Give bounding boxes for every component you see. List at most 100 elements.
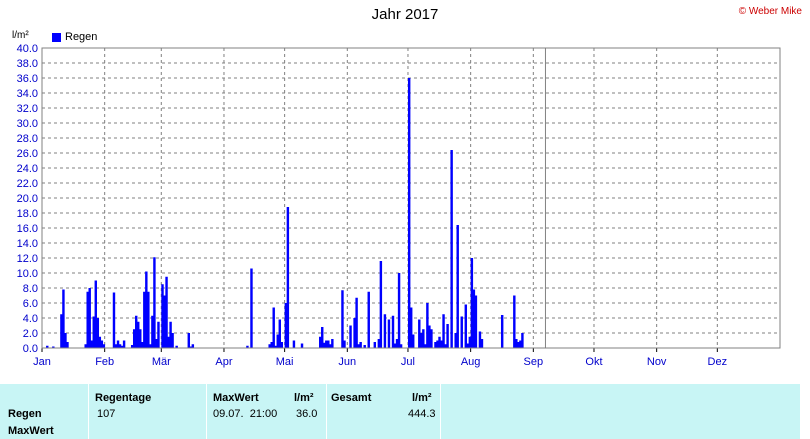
regentage-header: Regentage xyxy=(95,392,152,404)
rain-bar xyxy=(474,295,478,348)
y-tick-label: 10.0 xyxy=(17,268,38,280)
rain-bar xyxy=(434,342,437,348)
row-label-regen: Regen xyxy=(8,408,42,420)
rain-bar xyxy=(464,304,468,348)
regentage-value: 107 xyxy=(97,408,116,420)
rain-bar xyxy=(246,345,249,348)
maxwert-value: 36.0 xyxy=(296,408,318,420)
rain-bar xyxy=(130,345,134,348)
rain-bar xyxy=(343,340,346,348)
rain-bar xyxy=(407,78,411,348)
rain-bar xyxy=(149,344,152,348)
rain-bar xyxy=(442,314,445,348)
rain-bar xyxy=(359,342,362,348)
rain-bar xyxy=(280,342,284,348)
maxwert-header: MaxWert xyxy=(213,392,259,404)
rain-bar xyxy=(284,303,288,348)
rain-bar xyxy=(94,280,97,348)
rain-bar xyxy=(86,291,89,348)
rain-bar xyxy=(321,327,324,348)
column-divider xyxy=(88,384,89,439)
y-tick-label: 2.0 xyxy=(23,328,38,340)
maxwert-date: 09.07. 21:00 xyxy=(213,408,278,420)
stats-table: Regen MaxWert Regentage 107 MaxWert l/m²… xyxy=(0,384,800,439)
rain-bar xyxy=(92,316,95,348)
rain-bar xyxy=(412,334,415,348)
rain-bar xyxy=(114,344,118,348)
rain-bar xyxy=(157,321,160,348)
rain-bar xyxy=(116,340,120,348)
rain-bar xyxy=(52,346,55,348)
month-label: Feb xyxy=(95,356,114,368)
y-tick-label: 6.0 xyxy=(23,298,38,310)
rain-bar xyxy=(100,340,104,348)
rain-bar xyxy=(278,319,281,348)
rain-bar xyxy=(191,344,195,348)
rain-bar xyxy=(438,336,441,348)
rain-bar xyxy=(450,150,453,348)
y-axis-unit: l/m² xyxy=(12,30,29,41)
y-tick-label: 24.0 xyxy=(17,163,38,175)
rain-bar xyxy=(98,336,102,348)
rain-bar xyxy=(393,343,397,348)
rain-bar xyxy=(325,340,328,348)
y-tick-label: 4.0 xyxy=(23,313,38,325)
rain-bar xyxy=(468,336,472,348)
rain-bar xyxy=(169,321,172,348)
y-tick-label: 20.0 xyxy=(17,193,38,205)
column-divider xyxy=(440,384,441,439)
y-tick-label: 14.0 xyxy=(17,238,38,250)
rain-bar xyxy=(268,344,271,348)
month-label: Dez xyxy=(708,356,728,368)
rain-bar xyxy=(383,314,387,348)
rain-bar xyxy=(341,290,344,348)
y-tick-labels: 0.0 2.0 4.0 6.0 8.0 10.0 12.0 14.0 16.0 18.0 20.0 2… xyxy=(17,43,38,355)
month-label: Nov xyxy=(647,356,667,368)
rain-bar xyxy=(399,344,403,348)
rain-bar xyxy=(456,225,459,348)
rain-bar xyxy=(466,343,470,348)
rain-bar xyxy=(515,339,518,348)
month-label: Okt xyxy=(585,356,602,368)
rain-bar xyxy=(135,315,138,348)
rain-bar xyxy=(353,318,356,348)
rain-bar xyxy=(436,340,439,348)
y-tick-label: 26.0 xyxy=(17,148,38,160)
rain-bar xyxy=(46,345,49,348)
rain-bar xyxy=(137,321,140,348)
grid-lines xyxy=(41,48,780,352)
rain-bar xyxy=(363,345,366,348)
rain-bar xyxy=(478,331,482,348)
rain-bar xyxy=(147,291,150,348)
y-tick-label: 40.0 xyxy=(17,43,38,55)
rain-bar xyxy=(120,345,124,348)
rain-bar xyxy=(155,339,158,348)
rain-bar xyxy=(327,340,330,348)
rain-bar xyxy=(355,297,358,348)
gesamt-value: 444.3 xyxy=(408,408,436,420)
y-tick-label: 18.0 xyxy=(17,208,38,220)
rain-bar xyxy=(444,344,447,348)
month-label: Jul xyxy=(401,356,415,368)
rain-bar xyxy=(440,340,443,348)
rain-bar xyxy=(367,291,370,348)
rain-bar xyxy=(90,340,93,348)
rain-bar xyxy=(143,291,146,348)
rain-bar xyxy=(460,316,463,348)
rain-bar xyxy=(84,344,87,348)
legend-swatch xyxy=(52,32,61,42)
rain-bar xyxy=(513,295,516,348)
rain-bar xyxy=(426,303,429,348)
column-divider xyxy=(326,384,327,439)
month-label: Sep xyxy=(524,356,544,368)
rain-bar xyxy=(250,268,253,348)
column-divider xyxy=(206,384,207,439)
rain-bar xyxy=(500,315,504,348)
rain-bar xyxy=(161,284,164,348)
rain-bar xyxy=(319,336,322,348)
rain-bar xyxy=(397,273,401,348)
rain-bar xyxy=(329,344,332,348)
rain-bar xyxy=(286,207,290,348)
rain-bar xyxy=(323,342,326,348)
y-tick-label: 16.0 xyxy=(17,223,38,235)
